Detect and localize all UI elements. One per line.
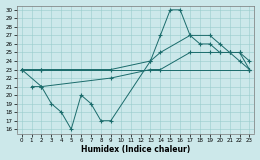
X-axis label: Humidex (Indice chaleur): Humidex (Indice chaleur): [81, 145, 190, 154]
